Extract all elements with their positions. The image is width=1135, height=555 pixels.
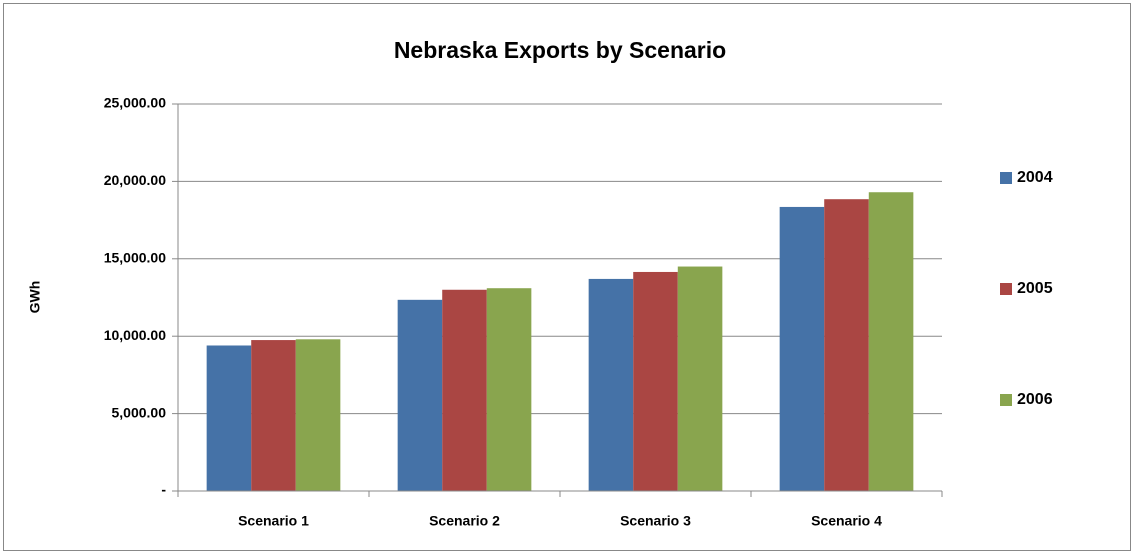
y-tick-label: 20,000.00 bbox=[104, 172, 166, 188]
bar bbox=[295, 339, 341, 491]
bar bbox=[824, 199, 869, 491]
legend-label: 2006 bbox=[1017, 391, 1053, 408]
y-tick-label: 10,000.00 bbox=[104, 327, 166, 343]
y-tick-label: 25,000.00 bbox=[104, 95, 166, 111]
bar bbox=[397, 299, 443, 491]
bar bbox=[206, 345, 252, 491]
chart-border bbox=[3, 3, 1131, 551]
y-tick-label: 15,000.00 bbox=[104, 250, 166, 266]
bar bbox=[633, 271, 678, 491]
chart-title: Nebraska Exports by Scenario bbox=[394, 37, 726, 63]
bar bbox=[251, 340, 296, 491]
bar bbox=[779, 206, 825, 491]
bar bbox=[442, 289, 487, 491]
legend-swatch bbox=[1000, 283, 1012, 295]
y-tick-label: - bbox=[161, 482, 166, 498]
x-tick-label: Scenario 1 bbox=[238, 513, 309, 529]
bar bbox=[486, 288, 532, 491]
y-axis-title: GWh bbox=[27, 281, 43, 314]
legend-swatch bbox=[1000, 394, 1012, 406]
y-tick-label: 5,000.00 bbox=[112, 404, 167, 420]
legend-label: 2005 bbox=[1017, 280, 1053, 297]
bar bbox=[588, 278, 634, 491]
bar bbox=[677, 266, 723, 491]
x-tick-label: Scenario 2 bbox=[429, 513, 500, 529]
x-tick-label: Scenario 4 bbox=[811, 513, 882, 529]
legend-label: 2004 bbox=[1017, 169, 1053, 186]
bar bbox=[868, 192, 914, 491]
legend-swatch bbox=[1000, 172, 1012, 184]
x-tick-label: Scenario 3 bbox=[620, 513, 691, 529]
